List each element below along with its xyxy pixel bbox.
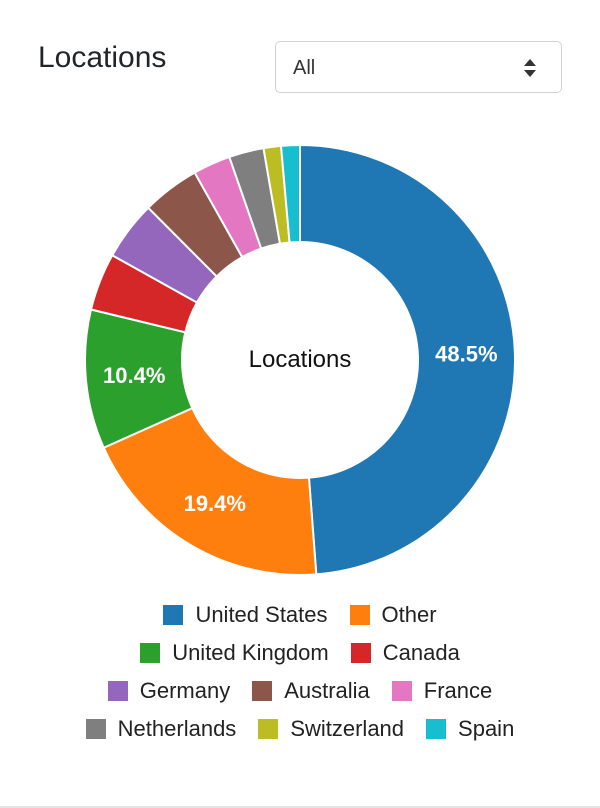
card-title: Locations: [38, 41, 167, 74]
legend-label: Other: [381, 602, 437, 627]
legend-label: Australia: [284, 678, 370, 703]
legend-item-canada[interactable]: Canada: [350, 640, 460, 666]
legend-item-switzerland[interactable]: Switzerland: [258, 716, 404, 742]
legend-row: Germany Australia France: [0, 672, 600, 710]
legend-item-australia[interactable]: Australia: [252, 678, 370, 704]
legend-swatch: [350, 643, 371, 663]
legend-label: United States: [195, 602, 328, 627]
legend-row: United Kingdom Canada: [0, 634, 600, 672]
legend-item-france[interactable]: France: [391, 678, 493, 704]
legend-label: Germany: [139, 678, 231, 703]
data-label-united-kingdom: 10.4%: [103, 363, 165, 388]
legend-item-netherlands[interactable]: Netherlands: [85, 716, 237, 742]
locations-donut-chart: 48.5% 19.4% 10.4% Locations: [84, 143, 516, 576]
select-value: All: [293, 57, 316, 79]
legend-swatch: [391, 681, 412, 701]
slice-spain[interactable]: [279, 143, 301, 244]
legend-row: United States Other: [0, 596, 600, 634]
donut-slice-labels: 48.5% 19.4% 10.4%: [103, 342, 498, 516]
legend-label: Switzerland: [290, 716, 405, 741]
legend-row: Netherlands Switzerland Spain: [0, 710, 600, 748]
legend-item-germany[interactable]: Germany: [107, 678, 231, 704]
legend-item-other[interactable]: Other: [349, 602, 437, 628]
legend-item-united-states[interactable]: United States: [163, 602, 328, 628]
chart-legend: United States Other United Kingdom Canada Ge…: [0, 596, 600, 748]
legend-label: Netherlands: [117, 716, 237, 741]
legend-label: Canada: [382, 640, 460, 665]
data-label-other: 19.4%: [184, 491, 246, 516]
slice-other[interactable]: [102, 406, 318, 576]
legend-swatch: [426, 719, 447, 739]
legend-label: France: [423, 678, 493, 703]
legend-swatch: [163, 605, 184, 625]
legend-label: United Kingdom: [172, 640, 329, 665]
legend-label: Spain: [458, 716, 515, 741]
legend-swatch: [349, 605, 370, 625]
legend-item-united-kingdom[interactable]: United Kingdom: [140, 640, 329, 666]
legend-swatch: [252, 681, 273, 701]
legend-swatch: [107, 681, 128, 701]
legend-swatch: [258, 719, 279, 739]
slice-united-states[interactable]: [299, 143, 516, 576]
legend-item-spain[interactable]: Spain: [426, 716, 514, 742]
legend-swatch: [85, 719, 106, 739]
donut-slices: [84, 143, 516, 576]
data-label-united-states: 48.5%: [435, 342, 497, 367]
location-filter-select[interactable]: All: [275, 41, 562, 93]
donut-center-label: Locations: [249, 346, 352, 373]
legend-swatch: [140, 643, 161, 663]
sort-arrows-icon: [524, 59, 536, 77]
